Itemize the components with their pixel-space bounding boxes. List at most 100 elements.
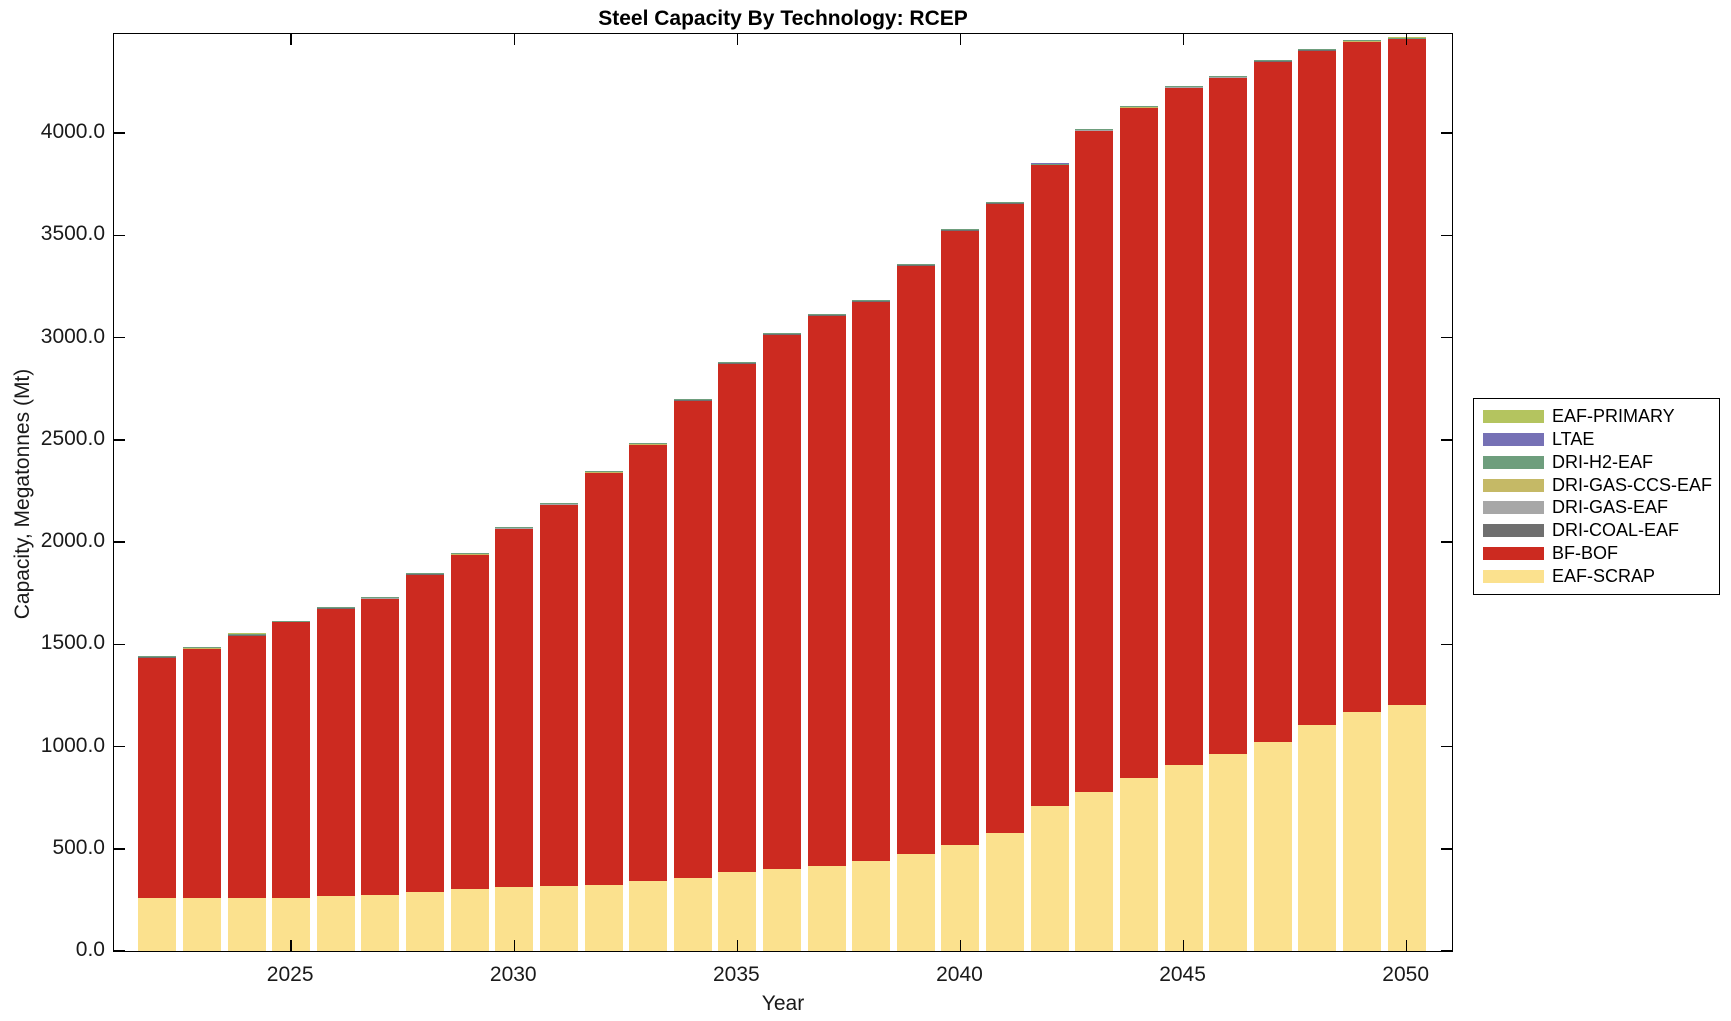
x-tick-bottom — [1182, 940, 1185, 951]
bar-segment-eaf-scrap-2041 — [986, 832, 1025, 951]
legend-label: DRI-GAS-CCS-EAF — [1552, 474, 1713, 495]
bar-segment-dri-gas-eaf-2030 — [495, 527, 534, 529]
legend-label: DRI-COAL-EAF — [1552, 520, 1680, 541]
bar-segment-dri-coal-eaf-2043 — [1075, 130, 1114, 132]
bar-segment-bf-bof-2030 — [495, 529, 534, 888]
bar-segment-eaf-scrap-2048 — [1298, 725, 1337, 951]
legend-swatch-dri-gas-ccs-eaf — [1483, 478, 1544, 492]
x-tick-bottom — [1405, 940, 1408, 951]
bar-segment-bf-bof-2023 — [182, 649, 221, 899]
bar-segment-dri-gas-eaf-2048 — [1298, 49, 1337, 50]
bar-segment-dri-coal-eaf-2026 — [316, 607, 355, 609]
bar-segment-dri-gas-eaf-2038 — [852, 300, 891, 301]
bar-segment-dri-coal-eaf-2024 — [227, 634, 266, 636]
bar-segment-eaf-scrap-2035 — [718, 872, 757, 951]
x-tick-top — [513, 34, 515, 45]
y-tick-left — [114, 541, 125, 543]
legend-entry: DRI-COAL-EAF — [1483, 520, 1715, 541]
bar-segment-eaf-scrap-2033 — [629, 880, 668, 951]
y-tick-right — [1441, 848, 1452, 850]
y-tick-label: 1000.0 — [40, 733, 105, 757]
bar-segment-eaf-scrap-2043 — [1075, 792, 1114, 951]
x-tick-top — [736, 34, 739, 45]
y-tick-label: 500.0 — [52, 835, 105, 859]
bar-segment-dri-coal-eaf-2037 — [807, 314, 846, 316]
bar-segment-bf-bof-2033 — [629, 445, 668, 881]
bar-segment-eaf-scrap-2039 — [896, 854, 935, 951]
x-tick-label: 2045 — [1159, 963, 1206, 986]
y-tick-right — [1441, 643, 1452, 646]
y-tick-left — [114, 745, 125, 748]
bar-segment-bf-bof-2039 — [896, 265, 935, 855]
bar-segment-eaf-scrap-2028 — [406, 891, 445, 951]
bar-segment-dri-gas-eaf-2049 — [1343, 40, 1382, 42]
legend-entry: EAF-PRIMARY — [1483, 406, 1715, 427]
y-tick-left — [114, 439, 125, 441]
bar-segment-dri-gas-eaf-2026 — [316, 606, 355, 608]
bar-segment-dri-gas-eaf-2027 — [361, 597, 400, 599]
bar-segment-eaf-scrap-2042 — [1030, 806, 1069, 951]
x-axis-label: Year — [761, 992, 805, 1015]
legend-entry: DRI-GAS-CCS-EAF — [1483, 475, 1715, 496]
bar-segment-dri-gas-eaf-2043 — [1075, 129, 1114, 131]
x-tick-label: 2040 — [936, 963, 983, 986]
bar-segment-dri-coal-eaf-2033 — [629, 444, 668, 446]
bar-segment-eaf-scrap-2022 — [138, 898, 177, 951]
bar-segment-dri-coal-eaf-2032 — [584, 472, 623, 474]
bar-segment-eaf-scrap-2046 — [1209, 753, 1248, 951]
bar-segment-dri-coal-eaf-2040 — [941, 230, 980, 231]
x-tick-label: 2030 — [489, 963, 537, 986]
bar-segment-eaf-scrap-2029 — [450, 889, 489, 951]
y-tick-left — [114, 234, 125, 237]
bar-segment-bf-bof-2041 — [986, 203, 1025, 833]
bar-segment-bf-bof-2031 — [539, 505, 578, 886]
y-tick-left — [114, 950, 125, 952]
bar-segment-dri-gas-eaf-2025 — [272, 620, 311, 622]
bar-segment-eaf-scrap-2026 — [316, 895, 355, 951]
bar-segment-dri-gas-eaf-2046 — [1209, 76, 1248, 78]
bar-segment-bf-bof-2045 — [1164, 87, 1203, 766]
y-tick-label: 0.0 — [75, 938, 105, 961]
legend-entry: BF-BOF — [1483, 543, 1715, 564]
bar-segment-bf-bof-2050 — [1387, 39, 1426, 705]
y-tick-label: 2500.0 — [40, 426, 105, 450]
legend-swatch-dri-gas-eaf — [1483, 501, 1544, 515]
x-tick-bottom — [959, 940, 962, 951]
bar-segment-dri-gas-eaf-2042 — [1030, 163, 1069, 165]
legend-label: LTAE — [1552, 428, 1595, 449]
bar-segment-dri-gas-eaf-2036 — [762, 332, 801, 334]
legend-entry: DRI-H2-EAF — [1483, 452, 1715, 473]
x-tick-label: 2035 — [713, 963, 760, 986]
bar-segment-bf-bof-2038 — [852, 301, 891, 862]
legend-label: EAF-SCRAP — [1552, 566, 1656, 586]
bar-segment-bf-bof-2043 — [1075, 131, 1114, 793]
bar-segment-eaf-scrap-2049 — [1343, 711, 1382, 951]
bar-segment-bf-bof-2036 — [762, 334, 801, 869]
bar-segment-bf-bof-2029 — [450, 555, 489, 890]
x-tick-top — [290, 34, 292, 45]
bar-segment-dri-coal-eaf-2045 — [1164, 87, 1203, 88]
bar-segment-dri-coal-eaf-2034 — [673, 399, 712, 401]
bar-segment-eaf-scrap-2031 — [539, 885, 578, 951]
legend-label: EAF-PRIMARY — [1552, 405, 1675, 426]
bar-segment-dri-coal-eaf-2022 — [138, 657, 177, 658]
y-tick-right — [1441, 950, 1452, 952]
y-tick-right — [1441, 439, 1452, 441]
bar-segment-dri-coal-eaf-2023 — [182, 648, 221, 650]
bar-segment-bf-bof-2026 — [316, 608, 355, 896]
bar-segment-dri-gas-eaf-2033 — [629, 443, 668, 445]
bar-segment-bf-bof-2025 — [272, 622, 311, 898]
bar-segment-dri-coal-eaf-2025 — [272, 621, 311, 623]
legend-label: BF-BOF — [1552, 543, 1618, 564]
y-tick-right — [1441, 132, 1452, 134]
bar-segment-dri-gas-eaf-2024 — [227, 633, 266, 635]
bar-segment-dri-coal-eaf-2049 — [1343, 41, 1382, 43]
bar-segment-dri-gas-eaf-2023 — [182, 647, 221, 649]
y-tick-left — [114, 643, 125, 646]
legend-swatch-dri-h2-eaf — [1483, 455, 1544, 469]
y-tick-left — [114, 132, 125, 134]
legend-swatch-eaf-scrap — [1483, 570, 1544, 583]
bar-segment-bf-bof-2034 — [673, 400, 712, 878]
x-tick-top — [959, 34, 962, 45]
